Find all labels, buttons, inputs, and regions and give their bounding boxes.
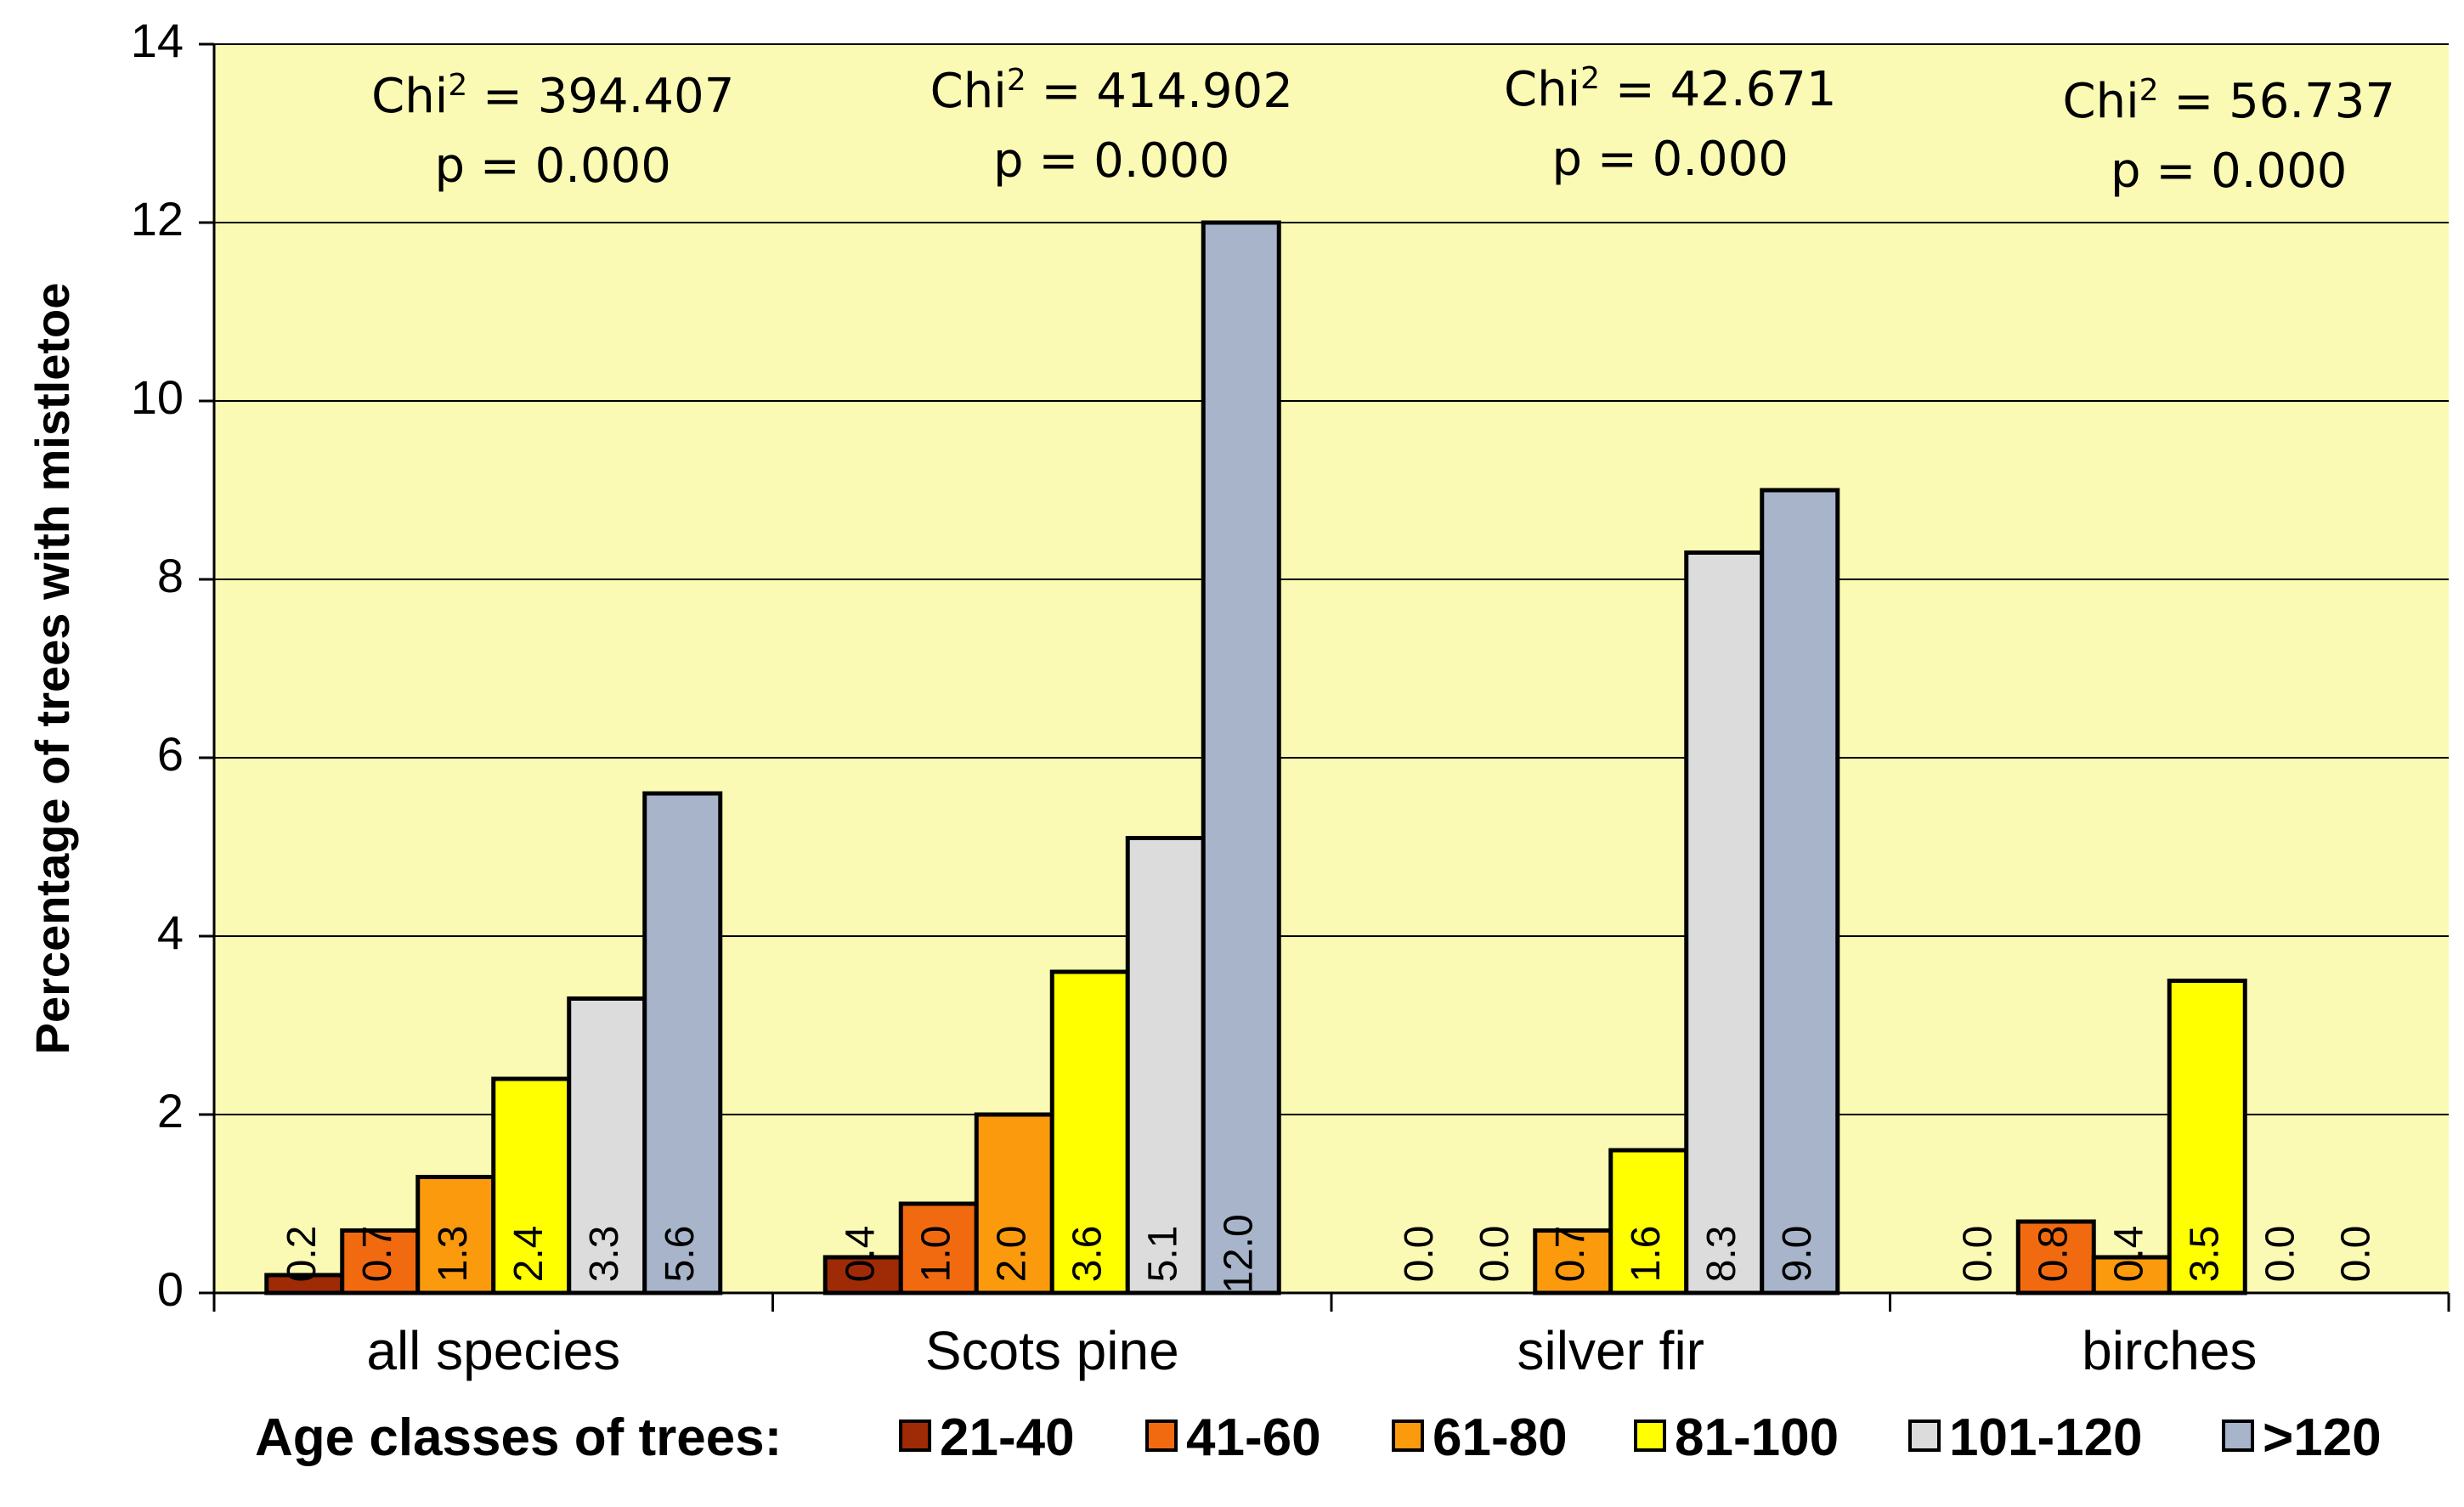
chi-square-value: Chi2 = 42.671 [1504,61,1837,118]
bar-61-80-all-species [415,1175,496,1295]
bar-101-120-silver-fir [1684,550,1765,1295]
bar-value-labels: 0.2 0.4 0.0 0.0 0.7 1.0 0.0 0.8 1.3 2.0 0.7 0.4 2.4 3… [280,1214,2379,1293]
legend: Age classes of trees: 21-40 41-60 61-80 81-1… [255,1408,2382,1467]
bar->120-Scots-pine [1201,220,1281,1295]
legend-swatch [1145,1420,1178,1452]
legend-label: >120 [2263,1408,2382,1467]
x-tick-label: silver fir [1517,1320,1704,1381]
bar-value-label: 0.4 [2106,1226,2151,1283]
legend-swatch [899,1420,931,1452]
bar-value-label: 12.0 [1216,1214,1261,1293]
y-tick-label: 12 [131,192,184,246]
legend-label: 101-120 [1949,1408,2143,1467]
bar-value-label: 0.8 [2031,1226,2076,1283]
legend-swatch [1392,1420,1424,1452]
bar-value-label: 2.4 [506,1226,551,1283]
bar-101-120-Scots-pine [1125,836,1206,1295]
bar-value-label: 8.3 [1699,1226,1744,1283]
y-tick-label: 14 [131,14,184,67]
chi-square-value: Chi2 = 56.737 [2062,73,2395,130]
x-tick-label: all species [366,1320,620,1381]
p-value: p = 0.000 [435,138,671,194]
bar-value-label: 0.0 [2258,1226,2303,1283]
bar-value-label: 0.0 [1397,1226,1442,1283]
axes: 0 2 4 6 8 10 12 14 all species Scots pine silver f… [131,14,2450,1381]
bar-41-60-all-species [340,1228,421,1295]
bar-value-label: 0.7 [355,1226,400,1283]
p-value: p = 0.000 [993,133,1229,189]
bar-value-label: 0.4 [838,1226,883,1283]
y-tick-label: 4 [157,906,184,959]
bar-value-label: 0.0 [2333,1226,2378,1283]
legend-label: 41-60 [1186,1408,1321,1467]
chi-square-annotations: Chi2 = 394.407 p = 0.000 Chi2 = 414.902 p =… [371,61,2395,200]
bar-value-label: 3.3 [582,1226,627,1283]
y-tick-label: 8 [157,549,184,602]
y-tick-label: 10 [131,370,184,424]
bar->120-all-species [642,791,723,1295]
legend-title: Age classes of trees: [255,1408,782,1467]
chi-square-value: Chi2 = 414.902 [930,63,1293,120]
bar-value-label: 5.1 [1140,1226,1185,1283]
y-tick-label: 6 [157,727,184,781]
bar-41-60-Scots-pine [898,1201,979,1295]
x-tick-label: Scots pine [925,1320,1179,1381]
legend-label: 81-100 [1675,1408,1839,1467]
bar-value-label: 3.6 [1065,1226,1110,1283]
chi-square-value: Chi2 = 394.407 [371,68,734,125]
bar-81-100-all-species [491,1076,572,1295]
bar-value-label: 1.6 [1624,1226,1669,1283]
bar-61-80-Scots-pine [974,1112,1054,1295]
y-tick-label: 2 [157,1084,184,1137]
bar-value-label: 1.3 [431,1226,476,1283]
bar-value-label: 0.7 [1548,1226,1593,1283]
y-tick-label: 0 [157,1262,184,1316]
bar->120-silver-fir [1760,488,1840,1295]
legend-label: 21-40 [940,1408,1075,1467]
bar-41-60-birches [2015,1219,2096,1295]
p-value: p = 0.000 [1552,132,1789,187]
bar-value-label: 2.0 [989,1226,1034,1283]
bar-21-40-Scots-pine [822,1255,903,1295]
x-tick-label: birches [2082,1320,2257,1381]
bars [264,220,2247,1295]
p-value: p = 0.000 [2111,144,2347,199]
legend-swatch [1908,1420,1941,1452]
bar-value-label: 0.2 [280,1226,325,1283]
bar-value-label: 9.0 [1775,1226,1820,1283]
bar-value-label: 5.6 [658,1226,703,1283]
bar-value-label: 0.0 [1955,1226,2000,1283]
bar-81-100-birches [2167,979,2247,1295]
legend-swatch [1634,1420,1666,1452]
y-axis-label: Percentage of trees with mistletoe [25,283,79,1055]
legend-swatch [2222,1420,2254,1452]
bar-value-label: 1.0 [913,1226,958,1283]
bar-value-label: 0.0 [1472,1226,1517,1283]
bar-value-label: 3.5 [2182,1226,2227,1283]
legend-label: 61-80 [1433,1408,1568,1467]
